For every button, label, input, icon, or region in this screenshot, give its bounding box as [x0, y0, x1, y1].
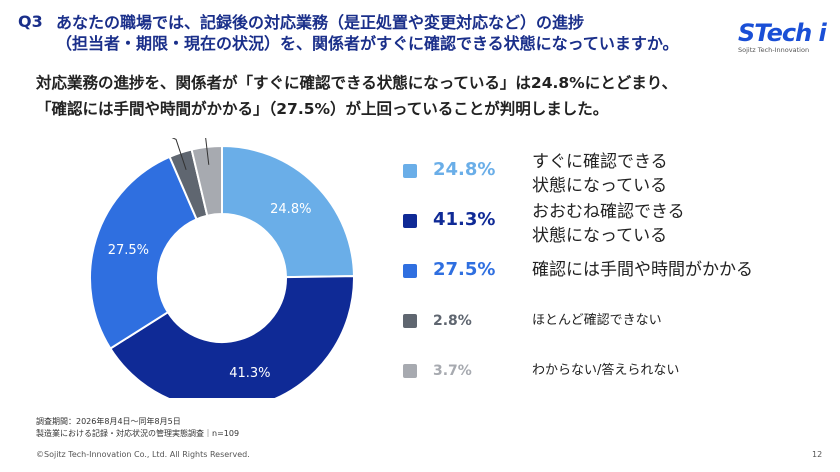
survey-info: 調査期間：2026年8月4日～同年8月5日 製造業における記録・対応状況の管理実… [36, 416, 239, 440]
legend-label: 確認には手間や時間がかかる [532, 260, 753, 280]
legend-swatch [403, 314, 417, 328]
legend-label: すぐに確認できる 状態になっている [532, 152, 668, 196]
legend-swatch [403, 164, 417, 178]
legend-item: 24.8% すぐに確認できる 状態になっている [400, 150, 830, 196]
question-line-2: （担当者・期限・現在の状況）を、関係者がすぐに確認できる状態になっていますか。 [56, 34, 679, 53]
question-number: Q3 [18, 12, 43, 31]
lead-line-2: 「確認には手間や時間がかかる」（27.5%）が上回っていることが判明しました。 [36, 100, 609, 118]
lead-summary: 対応業務の進捗を、関係者が「すぐに確認できる状態になっている」は24.8%にとど… [36, 70, 677, 122]
legend-label: わからない/答えられない [532, 363, 680, 378]
company-logo: STech i Sojitz Tech-Innovation [738, 20, 828, 64]
legend-percent: 2.8% [433, 313, 472, 329]
slice-label: 27.5% [108, 243, 149, 258]
legend-item: 41.3% おおむね確認できる 状態になっている [400, 200, 830, 246]
lead-line-1: 対応業務の進捗を、関係者が「すぐに確認できる状態になっている」は24.8%にとど… [36, 74, 678, 92]
survey-period: 調査期間：2026年8月4日～同年8月5日 [36, 417, 181, 426]
legend-item: 3.7% わからない/答えられない [400, 350, 830, 394]
slice-quick [221, 144, 356, 279]
legend-label: おおむね確認できる 状態になっている [532, 202, 685, 246]
leader-line [171, 138, 187, 170]
copyright: ©Sojitz Tech-Innovation Co., Ltd. All Ri… [36, 450, 250, 459]
leader-line [205, 138, 210, 165]
legend-swatch [403, 264, 417, 278]
slice-unknown [190, 144, 223, 217]
legend-percent: 24.8% [433, 159, 496, 180]
slice-label: 2.8% [121, 138, 154, 139]
survey-name: 製造業における記録・対応状況の管理実態調査｜n=109 [36, 429, 240, 438]
legend-percent: 3.7% [433, 363, 472, 379]
logo-tagline: Sojitz Tech-Innovation [738, 46, 810, 54]
question-text: あなたの職場では、記録後の対応業務（是正処置や変更対応など）の進捗 （担当者・期… [56, 12, 716, 54]
slice-label: 41.3% [229, 366, 270, 381]
legend-label: ほとんど確認できない [532, 313, 662, 328]
legend-swatch [403, 364, 417, 378]
chart-legend: 24.8% すぐに確認できる 状態になっている 41.3% おおむね確認できる 状態になっ… [400, 150, 830, 400]
legend-percent: 27.5% [433, 259, 496, 280]
logo-wordmark: STech i [738, 19, 827, 47]
slice-mostly [109, 275, 355, 398]
slice-slow [90, 155, 198, 350]
legend-percent: 41.3% [433, 209, 496, 230]
page-number: 12 [812, 450, 823, 459]
legend-item: 27.5% 確認には手間や時間がかかる [400, 250, 830, 294]
legend-item: 2.8% ほとんど確認できない [400, 300, 830, 344]
legend-swatch [403, 214, 417, 228]
question-line-1: あなたの職場では、記録後の対応業務（是正処置や変更対応など）の進捗 [56, 13, 585, 32]
donut-chart: 24.8%41.3%27.5%2.8%3.7% [90, 138, 356, 398]
slice-label: 24.8% [270, 202, 311, 217]
